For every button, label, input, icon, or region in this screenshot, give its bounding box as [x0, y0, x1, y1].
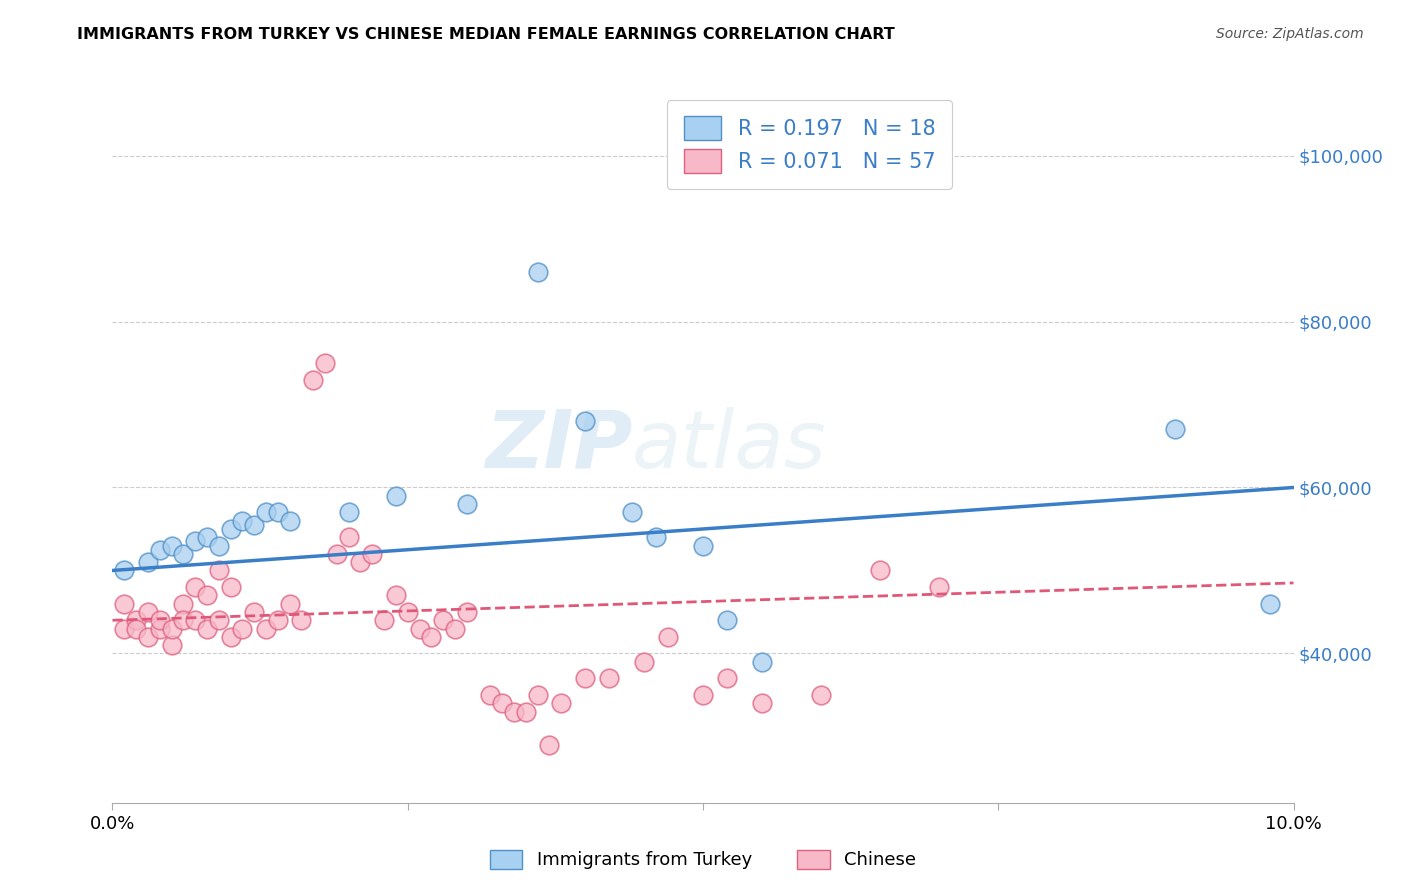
Point	[112, 564, 135, 578]
Point	[574, 414, 596, 428]
Point	[751, 655, 773, 669]
Point	[160, 638, 183, 652]
Point	[149, 613, 172, 627]
Point	[810, 688, 832, 702]
Point	[692, 539, 714, 553]
Point	[278, 597, 301, 611]
Point	[396, 605, 419, 619]
Point	[172, 547, 194, 561]
Text: ZIP: ZIP	[485, 407, 633, 485]
Point	[361, 547, 384, 561]
Point	[112, 597, 135, 611]
Point	[208, 539, 231, 553]
Point	[657, 630, 679, 644]
Point	[243, 517, 266, 532]
Point	[112, 622, 135, 636]
Point	[136, 605, 159, 619]
Point	[326, 547, 349, 561]
Point	[195, 530, 218, 544]
Point	[136, 555, 159, 569]
Point	[538, 738, 561, 752]
Point	[869, 564, 891, 578]
Point	[195, 588, 218, 602]
Point	[219, 630, 242, 644]
Point	[254, 505, 277, 519]
Point	[136, 630, 159, 644]
Point	[149, 542, 172, 557]
Point	[716, 671, 738, 685]
Point	[125, 622, 148, 636]
Point	[373, 613, 395, 627]
Point	[243, 605, 266, 619]
Point	[184, 534, 207, 549]
Point	[184, 580, 207, 594]
Point	[160, 622, 183, 636]
Point	[515, 705, 537, 719]
Point	[550, 696, 572, 710]
Point	[219, 580, 242, 594]
Legend: R = 0.197   N = 18, R = 0.071   N = 57: R = 0.197 N = 18, R = 0.071 N = 57	[668, 100, 952, 189]
Point	[385, 489, 408, 503]
Point	[444, 622, 467, 636]
Point	[337, 505, 360, 519]
Point	[432, 613, 454, 627]
Point	[408, 622, 430, 636]
Point	[302, 373, 325, 387]
Text: IMMIGRANTS FROM TURKEY VS CHINESE MEDIAN FEMALE EARNINGS CORRELATION CHART: IMMIGRANTS FROM TURKEY VS CHINESE MEDIAN…	[77, 27, 896, 42]
Point	[385, 588, 408, 602]
Point	[928, 580, 950, 594]
Point	[314, 356, 336, 370]
Point	[149, 622, 172, 636]
Point	[1164, 422, 1187, 436]
Point	[491, 696, 513, 710]
Point	[219, 522, 242, 536]
Text: Source: ZipAtlas.com: Source: ZipAtlas.com	[1216, 27, 1364, 41]
Point	[574, 671, 596, 685]
Point	[644, 530, 666, 544]
Point	[254, 622, 277, 636]
Point	[267, 505, 290, 519]
Point	[208, 564, 231, 578]
Point	[751, 696, 773, 710]
Point	[160, 539, 183, 553]
Point	[1258, 597, 1281, 611]
Point	[526, 265, 548, 279]
Point	[526, 688, 548, 702]
Point	[692, 688, 714, 702]
Point	[231, 622, 253, 636]
Point	[231, 514, 253, 528]
Point	[337, 530, 360, 544]
Point	[208, 613, 231, 627]
Point	[633, 655, 655, 669]
Point	[172, 613, 194, 627]
Text: atlas: atlas	[633, 407, 827, 485]
Point	[267, 613, 290, 627]
Point	[290, 613, 312, 627]
Point	[278, 514, 301, 528]
Point	[479, 688, 502, 702]
Legend: Immigrants from Turkey, Chinese: Immigrants from Turkey, Chinese	[481, 841, 925, 879]
Point	[184, 613, 207, 627]
Point	[503, 705, 526, 719]
Point	[598, 671, 620, 685]
Point	[195, 622, 218, 636]
Point	[621, 505, 644, 519]
Point	[349, 555, 371, 569]
Point	[456, 497, 478, 511]
Point	[716, 613, 738, 627]
Point	[420, 630, 443, 644]
Point	[172, 597, 194, 611]
Point	[456, 605, 478, 619]
Point	[125, 613, 148, 627]
